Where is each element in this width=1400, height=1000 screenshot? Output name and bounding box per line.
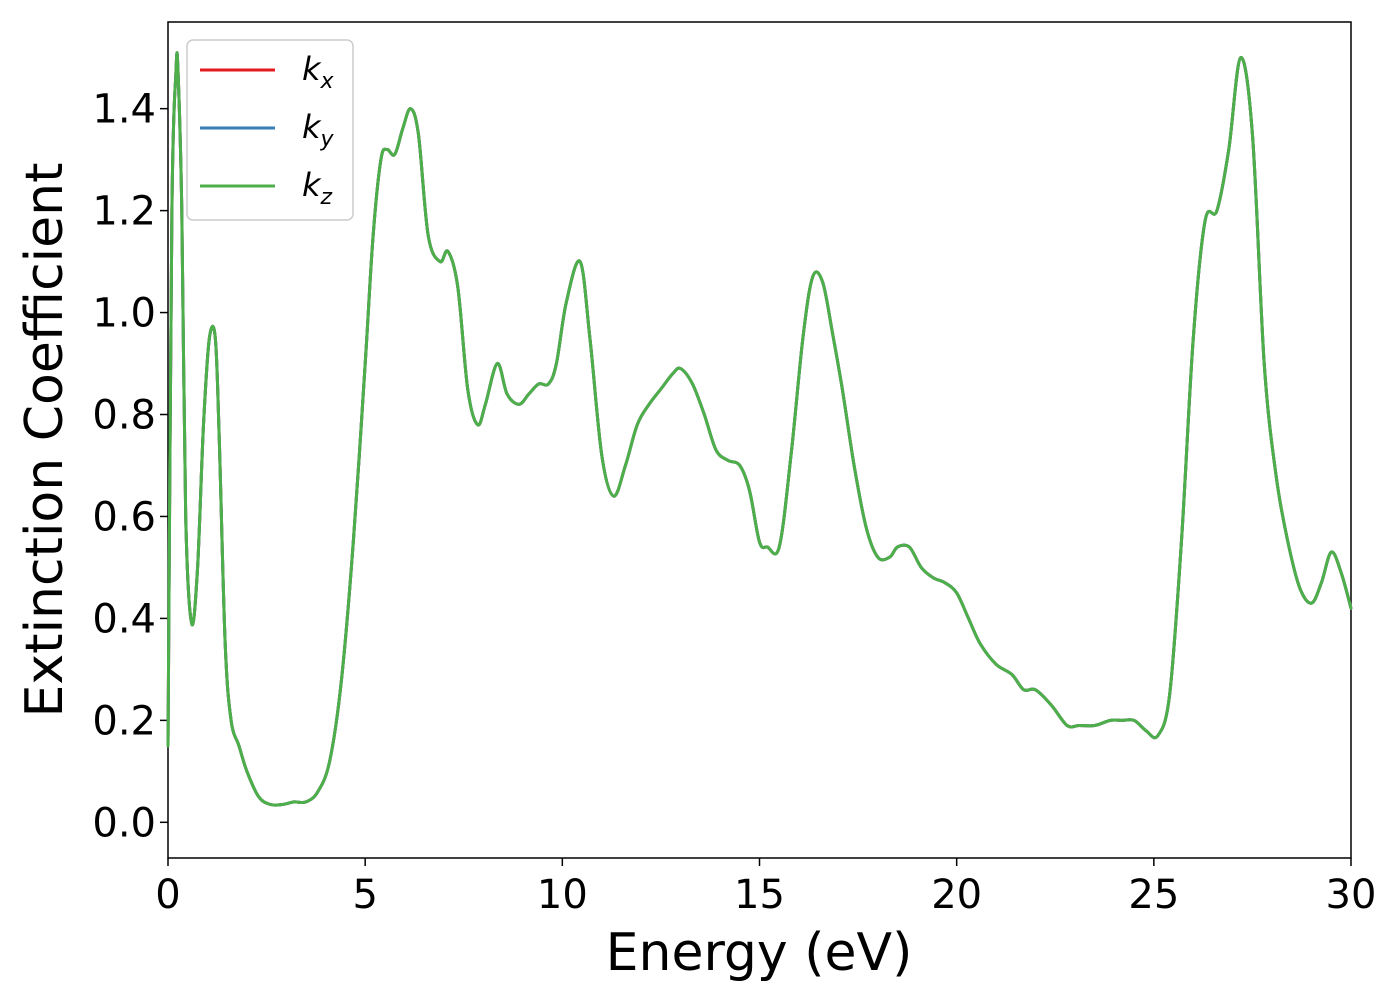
series-line-kz: [166, 51, 1353, 807]
y-axis-ticks: 0.0 0.2 0.4 0.6 0.8 1.0 1.2 1.4: [92, 87, 168, 846]
x-tick-label: 5: [352, 872, 377, 918]
y-tick-label: 0.2: [92, 698, 156, 744]
legend-label-kz: kz: [302, 166, 333, 210]
legend-box: [186, 39, 354, 221]
x-tick-label: 30: [1326, 872, 1377, 918]
x-axis-ticks: 0 5 10 15 20 25 30: [155, 858, 1376, 918]
legend-label-base: k: [302, 108, 322, 146]
legend-label-kx: kx: [302, 50, 335, 94]
y-tick-label: 0.8: [92, 393, 156, 439]
x-tick-label: 20: [931, 872, 982, 918]
legend-label-subscript: z: [320, 185, 333, 210]
x-tick-label: 15: [734, 872, 785, 918]
series-layer: [166, 51, 1353, 807]
y-tick-label: 0.6: [92, 494, 156, 540]
x-tick-label: 25: [1128, 872, 1179, 918]
y-tick-label: 1.2: [92, 189, 156, 235]
legend-label-base: k: [302, 50, 322, 88]
y-tick-label: 1.4: [92, 87, 156, 133]
y-tick-label: 1.0: [92, 291, 156, 337]
x-tick-label: 0: [155, 872, 180, 918]
plot-area: [167, 21, 1352, 859]
x-tick-label: 10: [537, 872, 588, 918]
legend-label-subscript: y: [320, 127, 335, 152]
y-tick-label: 0.0: [92, 800, 156, 846]
legend-label-subscript: x: [320, 69, 335, 94]
x-axis-title: Energy (eV): [606, 923, 913, 983]
y-tick-label: 0.4: [92, 596, 156, 642]
legend-label-base: k: [302, 166, 322, 204]
y-axis-title: Extinction Coefficient: [15, 163, 75, 718]
legend-label-ky: ky: [302, 108, 335, 152]
